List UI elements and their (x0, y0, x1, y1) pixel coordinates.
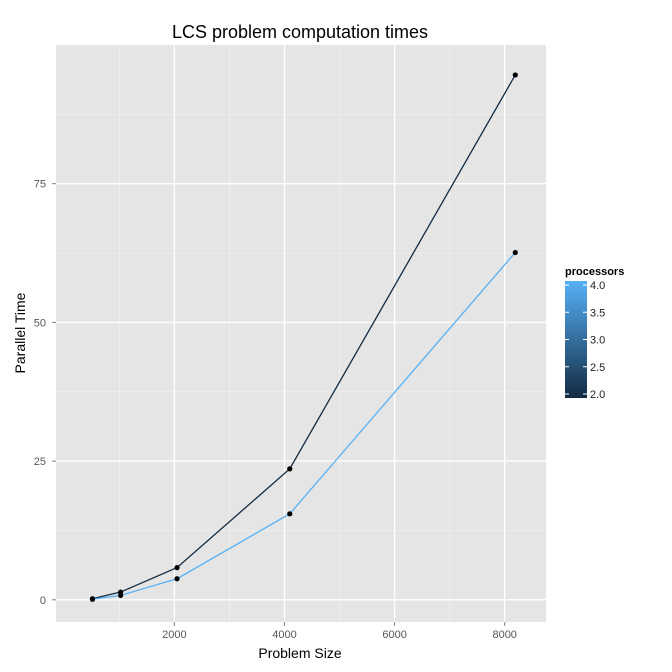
x-axis-title: Problem Size (258, 645, 341, 661)
data-point (174, 565, 180, 571)
grid-major (56, 45, 546, 622)
data-point (512, 249, 518, 256)
data-point (118, 592, 124, 598)
x-tick-label: 4000 (272, 629, 296, 641)
data-point (287, 466, 293, 472)
y-tick-label: 50 (34, 317, 46, 329)
points-layer (89, 72, 518, 602)
chart-title: LCS problem computation times (172, 22, 428, 42)
data-point (174, 576, 180, 582)
legend: processors 4.0 3.5 3.0 2.5 2.0 (565, 266, 624, 401)
legend-colorbar (565, 281, 587, 398)
legend-tick-label: 2.0 (590, 389, 605, 401)
x-tick-label: 8000 (492, 629, 516, 641)
x-tick-label: 2000 (162, 629, 186, 641)
legend-title: processors (565, 266, 624, 278)
x-tick-label: 6000 (382, 629, 406, 641)
y-tick-label: 75 (34, 179, 46, 191)
x-axis-ticks: 2000 4000 6000 8000 (162, 622, 517, 641)
legend-tick-label: 3.5 (590, 307, 605, 319)
y-axis-ticks: 0 25 50 75 (34, 179, 56, 607)
legend-tick-label: 3.0 (590, 335, 605, 347)
legend-tick-label: 4.0 (590, 280, 605, 292)
legend-tick-label: 2.5 (590, 362, 605, 374)
data-point (89, 596, 96, 602)
data-point (287, 511, 293, 517)
y-tick-label: 0 (40, 595, 46, 607)
grid-minor (56, 45, 546, 622)
y-axis-title: Parallel Time (12, 292, 28, 373)
legend-ticks: 4.0 3.5 3.0 2.5 2.0 (565, 280, 605, 401)
plot-panel (56, 45, 546, 622)
y-tick-label: 25 (34, 456, 46, 468)
data-point (512, 72, 518, 78)
